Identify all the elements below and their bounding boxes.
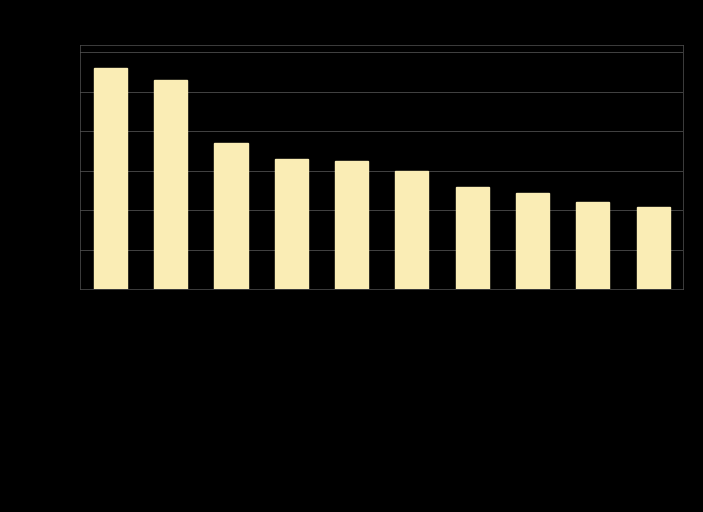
Bar xyxy=(275,159,308,289)
Bar xyxy=(214,143,247,289)
Bar xyxy=(395,171,428,289)
Bar xyxy=(516,193,549,289)
Bar xyxy=(456,187,489,289)
Bar xyxy=(335,161,368,289)
Bar xyxy=(93,68,127,289)
Bar xyxy=(637,207,670,289)
Bar xyxy=(576,202,610,289)
Bar xyxy=(154,80,187,289)
